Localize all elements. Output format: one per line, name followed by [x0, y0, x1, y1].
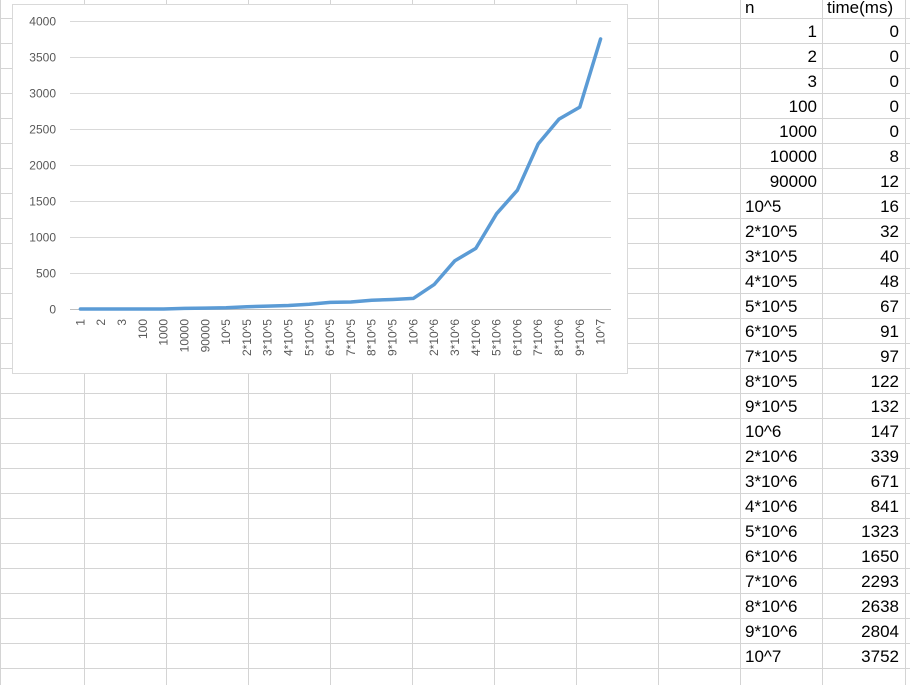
n-cell[interactable]: 9*10^5: [745, 397, 798, 416]
n-cell[interactable]: 7*10^5: [745, 347, 798, 366]
n-cell[interactable]: 5*10^6: [745, 522, 798, 541]
n-cell[interactable]: 8*10^5: [745, 372, 798, 391]
time-cell[interactable]: 40: [880, 247, 899, 266]
n-cell[interactable]: 4*10^6: [745, 497, 798, 516]
x-tick-label: 3*10^6: [448, 319, 462, 356]
time-cell[interactable]: 0: [889, 72, 899, 91]
n-cell[interactable]: 4*10^5: [745, 272, 798, 291]
line-chart[interactable]: 0 500 1000 1500 2000 2500 3000 3500 4000 1 2 3 100 10…: [12, 4, 628, 374]
n-cell[interactable]: 2*10^6: [745, 447, 798, 466]
n-cell[interactable]: 5*10^5: [745, 297, 798, 316]
time-cell[interactable]: 339: [870, 447, 899, 466]
x-tick-label: 6*10^5: [323, 319, 337, 356]
time-cell[interactable]: 147: [870, 422, 899, 441]
n-cell[interactable]: 10^6: [745, 422, 782, 441]
x-tick-label: 90000: [198, 319, 212, 353]
time-cell[interactable]: 671: [870, 472, 899, 491]
x-tick-label: 1000: [157, 319, 171, 346]
time-cell[interactable]: 841: [870, 497, 899, 516]
n-cell[interactable]: 8*10^6: [745, 597, 798, 616]
x-tick-label: 4*10^6: [469, 319, 483, 356]
time-cell[interactable]: 132: [870, 397, 899, 416]
x-tick-label: 2: [94, 319, 108, 326]
n-cell[interactable]: 100: [788, 97, 817, 116]
n-cell[interactable]: 2*10^5: [745, 222, 798, 241]
n-cell[interactable]: 10^5: [745, 197, 782, 216]
time-cell[interactable]: 122: [870, 372, 899, 391]
x-tick-label: 10^5: [219, 319, 233, 345]
time-cell[interactable]: 1323: [861, 522, 899, 541]
x-tick-label: 5*10^6: [490, 319, 504, 356]
time-cell[interactable]: 32: [880, 222, 899, 241]
x-tick-label: 7*10^5: [344, 319, 358, 356]
y-tick-label: 1000: [29, 231, 56, 245]
x-tick-label: 100: [136, 319, 150, 339]
n-cell[interactable]: 7*10^6: [745, 572, 798, 591]
n-cell[interactable]: 3*10^6: [745, 472, 798, 491]
x-tick-label: 3*10^5: [261, 319, 275, 356]
series-line: [78, 37, 603, 311]
time-cell[interactable]: 67: [880, 297, 899, 316]
x-tick-label: 2*10^5: [240, 319, 254, 356]
x-tick-label: 10^6: [406, 319, 420, 345]
time-cell[interactable]: 2638: [861, 597, 899, 616]
x-tick-label: 10^7: [594, 319, 608, 345]
x-tick-label: 3: [115, 319, 129, 326]
time-cell[interactable]: 2293: [861, 572, 899, 591]
y-tick-label: 4000: [29, 15, 56, 29]
time-cell[interactable]: 12: [880, 172, 899, 191]
n-cell[interactable]: 6*10^5: [745, 322, 798, 341]
x-tick-label: 9*10^6: [573, 319, 587, 356]
chart-canvas: 0 500 1000 1500 2000 2500 3000 3500 4000 1 2 3 100 10…: [29, 15, 611, 356]
header-time-cell[interactable]: time(ms): [827, 0, 894, 17]
n-cell[interactable]: 6*10^6: [745, 547, 798, 566]
time-cell[interactable]: 0: [889, 47, 899, 66]
n-cell[interactable]: 10^7: [745, 647, 782, 666]
x-tick-label: 4*10^5: [282, 319, 296, 356]
y-tick-label: 2000: [29, 159, 56, 173]
x-tick-label: 7*10^6: [531, 319, 545, 356]
y-tick-label: 3500: [29, 51, 56, 65]
x-tick-label: 1: [73, 319, 87, 326]
time-cell[interactable]: 91: [880, 322, 899, 341]
x-tick-label: 2*10^6: [427, 319, 441, 356]
x-tick-label: 6*10^6: [510, 319, 524, 356]
n-cell[interactable]: 1000: [779, 122, 817, 141]
time-cell[interactable]: 0: [889, 97, 899, 116]
time-cell[interactable]: 16: [880, 197, 899, 216]
x-tick-label: 8*10^6: [552, 319, 566, 356]
y-tick-label: 2500: [29, 123, 56, 137]
n-cell[interactable]: 10000: [769, 147, 817, 166]
time-cell[interactable]: 3752: [861, 647, 899, 666]
time-cell[interactable]: 1650: [861, 547, 899, 566]
x-tick-label: 5*10^5: [302, 319, 316, 356]
time-cell[interactable]: 48: [880, 272, 899, 291]
time-cell[interactable]: 8: [889, 147, 899, 166]
n-cell[interactable]: 1: [807, 22, 817, 41]
y-tick-label: 3000: [29, 87, 56, 101]
time-cell[interactable]: 0: [889, 122, 899, 141]
x-tick-label: 9*10^5: [386, 319, 400, 356]
n-cell[interactable]: 9*10^6: [745, 622, 798, 641]
x-tick-label: 10000: [177, 319, 191, 353]
time-cell[interactable]: 0: [889, 22, 899, 41]
x-tick-label: 8*10^5: [365, 319, 379, 356]
y-tick-label: 0: [49, 303, 56, 317]
n-cell[interactable]: 2: [807, 47, 817, 66]
time-cell[interactable]: 2804: [861, 622, 899, 641]
n-cell[interactable]: 90000: [769, 172, 817, 191]
y-tick-label: 1500: [29, 195, 56, 209]
n-cell[interactable]: 3*10^5: [745, 247, 798, 266]
time-cell[interactable]: 97: [880, 347, 899, 366]
y-tick-label: 500: [36, 267, 56, 281]
header-n-cell[interactable]: n: [745, 0, 755, 17]
n-cell[interactable]: 3: [807, 72, 817, 91]
